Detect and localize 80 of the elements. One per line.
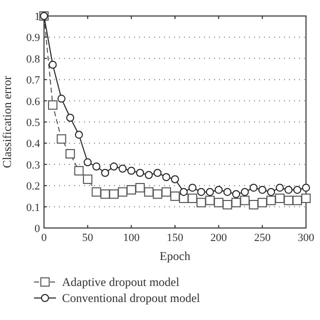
point	[293, 186, 302, 194]
point	[276, 184, 284, 192]
y-tick-label: 0	[34, 223, 40, 235]
y-tick-label: 0.1	[26, 202, 40, 214]
point	[222, 200, 232, 210]
point	[118, 187, 128, 197]
legend-label: Adaptive dropout model	[62, 275, 180, 289]
point	[74, 130, 83, 139]
point	[284, 196, 294, 206]
point	[180, 188, 188, 196]
point	[240, 196, 250, 206]
point	[248, 200, 258, 210]
point	[188, 194, 198, 204]
point	[154, 168, 162, 177]
point	[240, 188, 249, 196]
point	[126, 185, 136, 195]
point	[101, 168, 110, 177]
point	[144, 187, 154, 197]
point	[250, 184, 258, 192]
point	[152, 189, 162, 199]
y-tick-label: 0.7	[26, 74, 40, 87]
point	[188, 184, 196, 192]
x-axis-title: Epoch	[160, 249, 190, 263]
point	[92, 162, 100, 171]
point	[48, 100, 58, 110]
y-tick-label: 0.4	[26, 138, 40, 150]
y-tick-label: 0.6	[26, 96, 40, 108]
point	[48, 60, 57, 69]
point	[66, 114, 74, 122]
point	[301, 194, 311, 204]
point	[109, 189, 119, 199]
point	[170, 192, 180, 201]
point	[196, 198, 206, 208]
point	[214, 198, 224, 208]
point	[162, 187, 171, 197]
x-tick-label: 200	[210, 232, 228, 244]
point	[267, 188, 276, 196]
point	[223, 188, 232, 196]
point	[57, 94, 66, 103]
x-tick-label: 250	[254, 232, 272, 244]
point	[127, 166, 136, 175]
point	[275, 194, 284, 204]
y-tick-label: 0.2	[26, 180, 40, 193]
point	[214, 186, 223, 194]
x-tick-label: 50	[82, 232, 94, 244]
point	[84, 158, 92, 166]
point	[135, 183, 145, 192]
point	[144, 171, 153, 179]
point	[258, 186, 266, 194]
point	[118, 164, 127, 173]
point	[66, 149, 75, 158]
y-tick-label: 0.9	[26, 32, 40, 44]
y-axis-title: Classification error	[0, 76, 14, 168]
point	[292, 196, 302, 206]
point	[266, 196, 276, 206]
point	[82, 174, 92, 184]
point	[110, 162, 118, 171]
point	[232, 190, 240, 198]
point	[92, 187, 102, 197]
point	[284, 186, 293, 194]
y-tick-label: 1	[34, 11, 40, 23]
point	[162, 173, 170, 182]
y-tick-label: 0.5	[26, 117, 40, 129]
point	[258, 198, 268, 208]
point	[302, 184, 310, 192]
x-tick-label: 300	[298, 232, 315, 244]
point	[231, 198, 241, 208]
y-tick-label: 0.3	[26, 159, 40, 172]
point	[171, 175, 179, 184]
x-tick-label: 100	[123, 232, 140, 244]
point	[100, 189, 110, 199]
point	[205, 196, 215, 206]
point	[56, 134, 66, 144]
legend-label: Conventional dropout model	[62, 291, 201, 305]
point	[206, 188, 214, 196]
y-tick-label: 0.8	[26, 53, 40, 66]
point	[197, 188, 206, 196]
point	[136, 168, 144, 177]
point	[74, 166, 84, 176]
x-tick-label: 150	[166, 232, 184, 244]
